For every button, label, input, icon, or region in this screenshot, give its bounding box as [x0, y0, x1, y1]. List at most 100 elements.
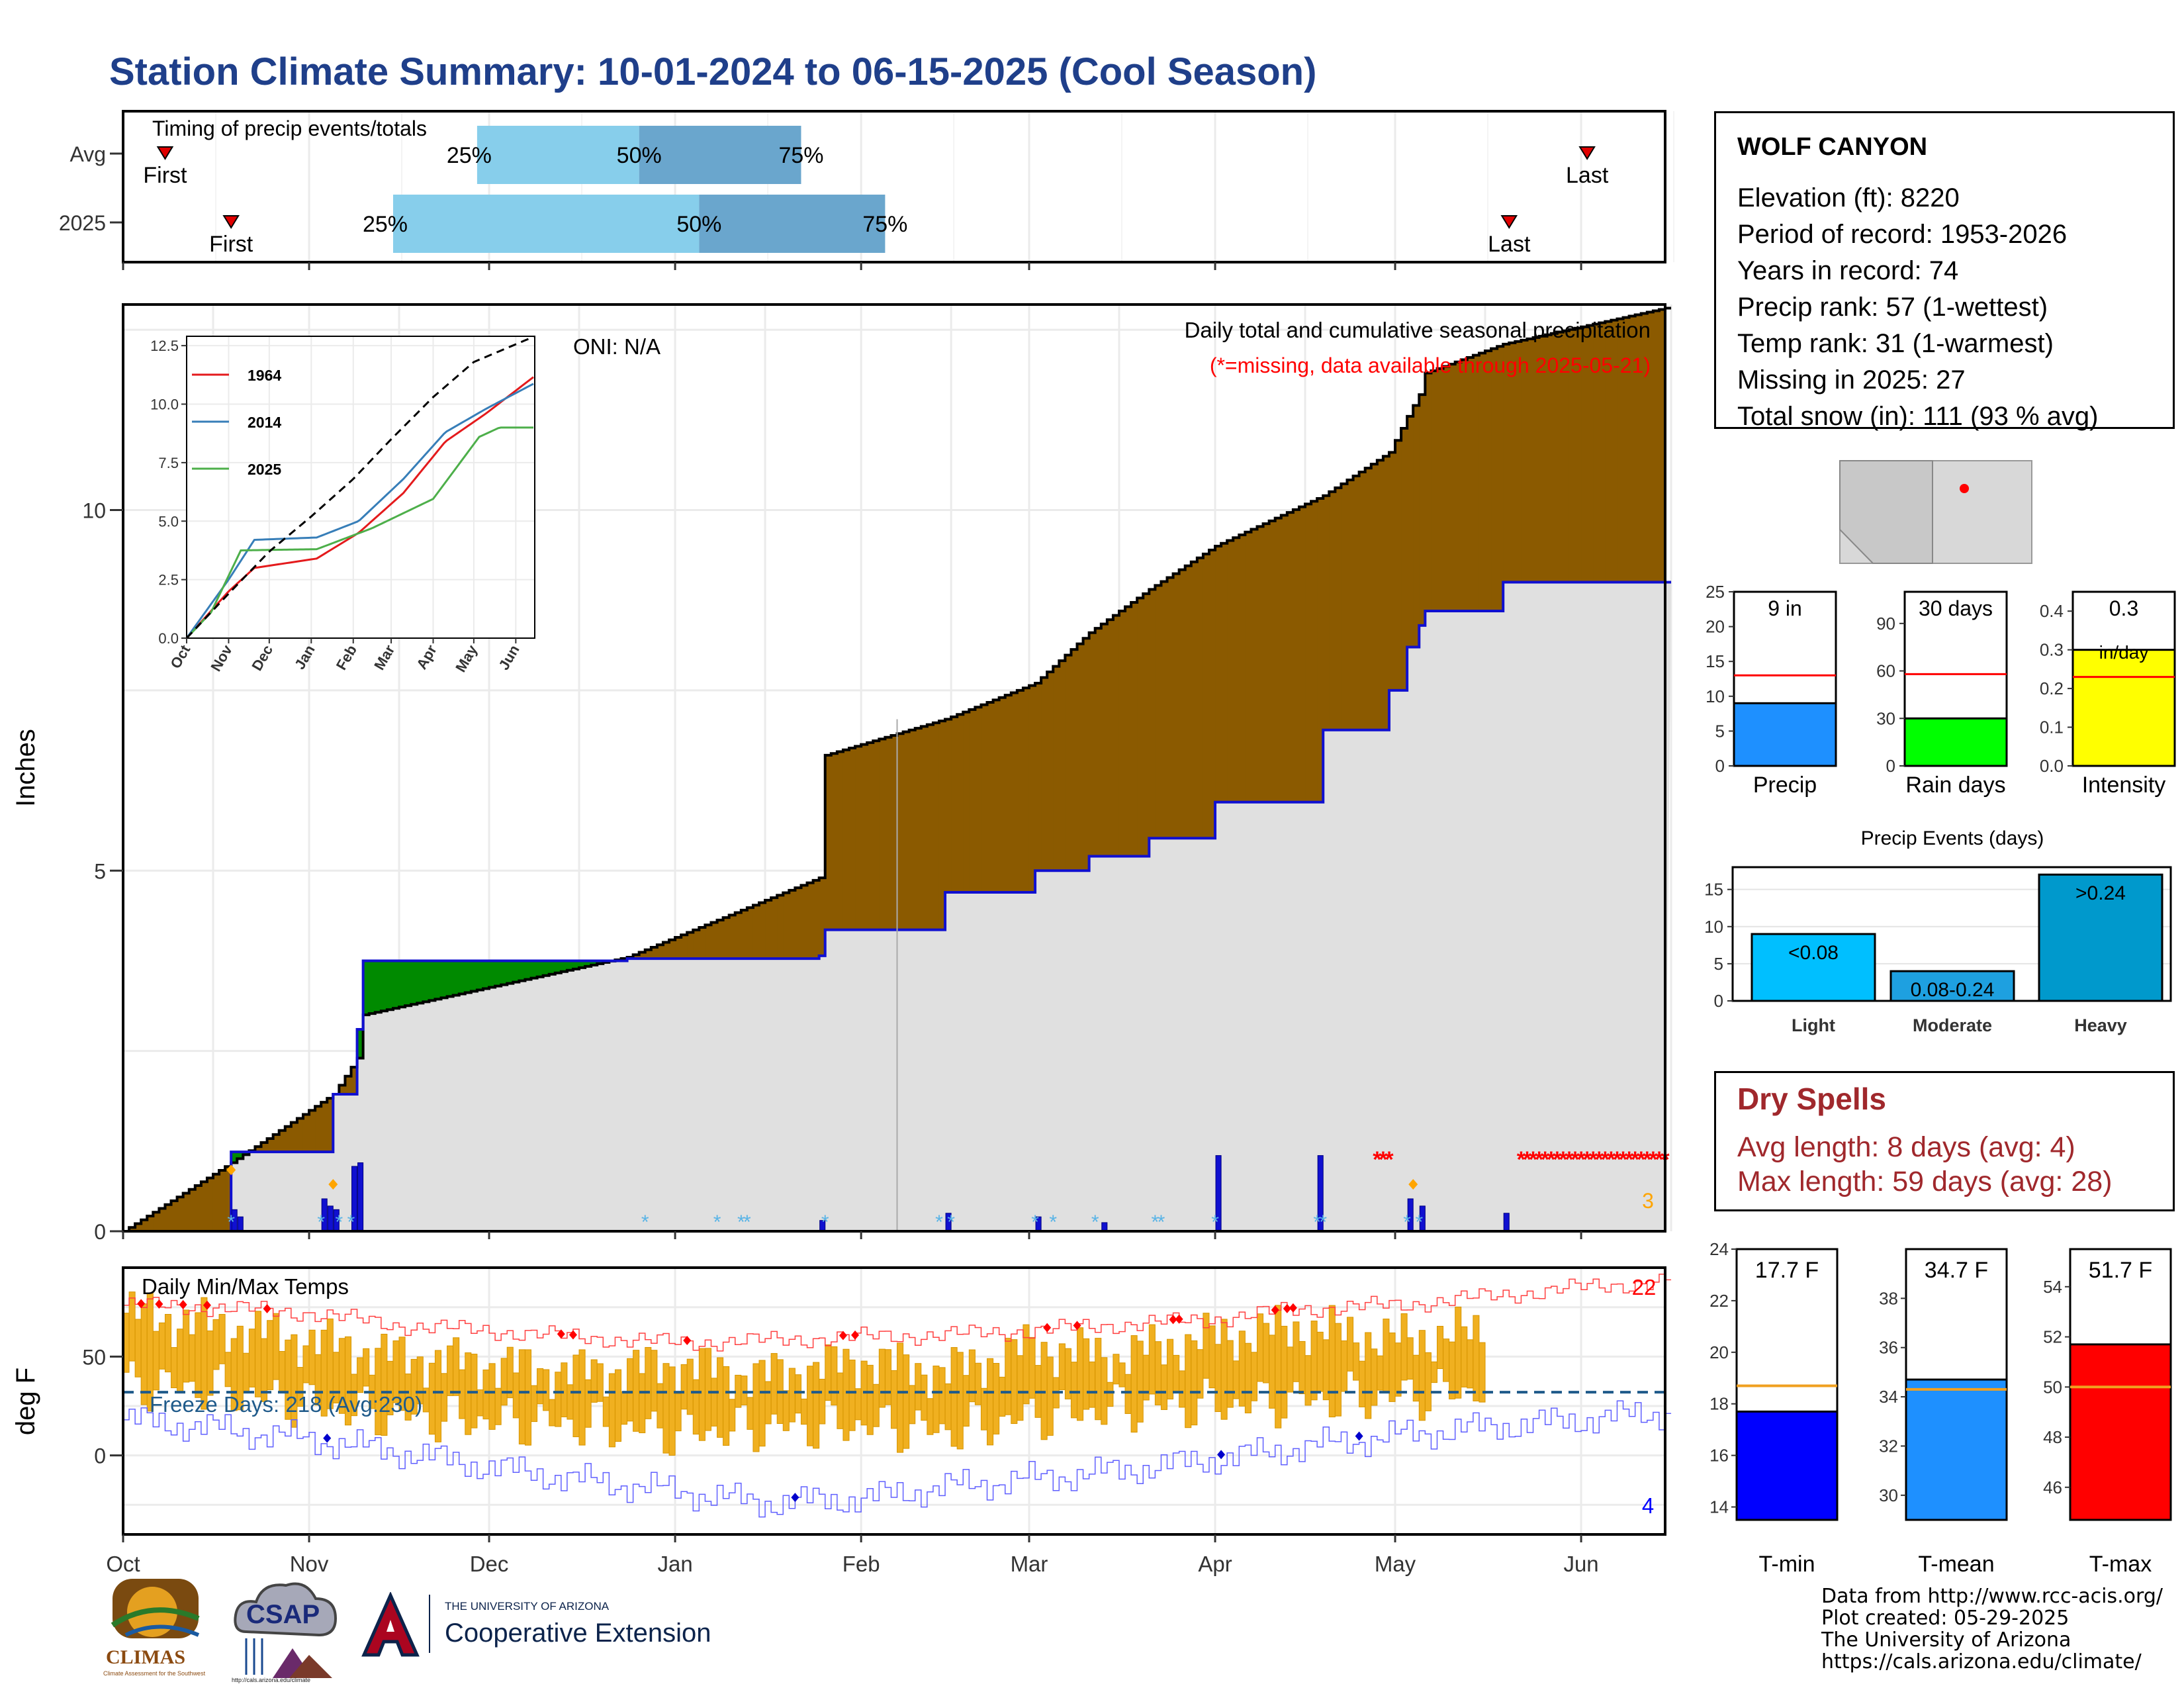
daily-temp-bar — [1412, 1354, 1420, 1402]
deficit-fill — [1551, 333, 1558, 583]
daily-temp-bar — [657, 1383, 664, 1429]
dry-spells-box: Dry Spells Avg length: 8 days (avg: 4) M… — [1714, 1071, 2175, 1211]
record-high-marker — [155, 1299, 163, 1309]
timing-bar-50-75 — [699, 195, 886, 253]
daily-temp-bar — [704, 1348, 711, 1431]
deficit-fill — [927, 724, 934, 930]
daily-temp-bar — [447, 1345, 454, 1396]
snow-marker: * — [713, 1211, 721, 1233]
deficit-fill — [999, 697, 1006, 892]
surplus-fill — [519, 961, 526, 981]
footer-line: https://cals.arizona.edu/climate/ — [1821, 1650, 2142, 1673]
daily-temp-bar — [993, 1363, 1000, 1434]
surplus-fill — [561, 961, 568, 972]
missing-data-marker: * — [1379, 1147, 1388, 1172]
deficit-fill — [1455, 361, 1462, 612]
deficit-fill — [789, 890, 796, 959]
daily-temp-bar — [1293, 1321, 1300, 1382]
snow-marker: * — [1031, 1211, 1039, 1233]
daily-temp-bar — [848, 1359, 856, 1431]
surplus-fill — [482, 961, 490, 989]
deficit-fill — [1527, 338, 1534, 583]
inset-legend-label: 2025 — [248, 461, 281, 478]
missing-data-marker: * — [1583, 1147, 1592, 1172]
deficit-fill — [1353, 476, 1360, 730]
deficit-fill — [279, 1130, 286, 1152]
daily-temp-bar — [909, 1385, 916, 1425]
deficit-fill — [1089, 632, 1096, 857]
mini-bar-tick-label: 60 — [1876, 661, 1895, 681]
deficit-fill — [1659, 309, 1666, 583]
daily-temp-bar — [980, 1387, 988, 1430]
missing-data-marker: * — [1655, 1147, 1664, 1172]
deficit-fill — [153, 1212, 159, 1231]
climas-logo-text: CLIMAS — [106, 1646, 186, 1668]
deficit-fill — [135, 1223, 142, 1231]
daily-temp-bar — [1214, 1344, 1222, 1412]
deficit-fill — [771, 898, 778, 959]
record-high-marker — [851, 1330, 860, 1340]
daily-temp-bar — [729, 1399, 736, 1432]
missing-data-marker: * — [1517, 1147, 1526, 1172]
ua-a-icon — [361, 1592, 420, 1657]
record-low-marker — [323, 1433, 332, 1443]
temp-bar-value — [2069, 1343, 2172, 1521]
mini-bar-value-unit: in/day — [2099, 642, 2149, 663]
daily-temp-bar — [1244, 1342, 1251, 1414]
missing-data-marker: * — [1643, 1147, 1652, 1172]
deficit-fill — [795, 888, 802, 959]
deficit-fill — [1041, 677, 1048, 871]
ua-logo-small-text: THE UNIVERSITY OF ARIZONA — [445, 1600, 610, 1613]
surplus-fill — [375, 961, 382, 1013]
deficit-fill — [813, 880, 820, 959]
university-of-arizona-logo: THE UNIVERSITY OF ARIZONA Cooperative Ex… — [357, 1592, 741, 1665]
deficit-fill — [1131, 602, 1138, 857]
daily-temp-bar — [1371, 1348, 1378, 1406]
deficit-fill — [351, 1067, 358, 1094]
daily-temp-bar — [1334, 1323, 1342, 1417]
deficit-fill — [1208, 549, 1216, 839]
daily-temp-bar — [735, 1374, 742, 1408]
daily-temp-bar — [1353, 1342, 1360, 1381]
deficit-fill — [957, 714, 964, 892]
deficit-fill — [206, 1178, 214, 1231]
daily-temp-bar — [1046, 1356, 1054, 1436]
deficit-fill — [327, 1098, 334, 1152]
daily-temp-bar — [1424, 1352, 1432, 1411]
deficit-fill — [1539, 336, 1546, 583]
daily-temp-bar — [279, 1350, 286, 1393]
temp-bar-tick-label: 50 — [2043, 1377, 2062, 1397]
deficit-fill — [633, 955, 640, 959]
deficit-fill — [1107, 620, 1114, 857]
deficit-fill — [987, 702, 994, 892]
daily-temp-bar — [1322, 1339, 1330, 1401]
surplus-fill — [392, 961, 400, 1009]
csap-logo-graphic — [234, 1582, 338, 1678]
deficit-fill — [662, 942, 670, 959]
deficit-fill — [867, 742, 874, 930]
mini-bar-tick-label: 0 — [1886, 756, 1895, 776]
snow-marker: * — [1211, 1211, 1219, 1233]
daily-temp-bar — [1089, 1361, 1096, 1408]
surplus-fill — [477, 961, 484, 990]
deficit-fill — [1257, 526, 1264, 802]
daily-temp-bar — [944, 1383, 952, 1430]
mini-bar-label: Intensity — [2082, 773, 2166, 798]
daily-temp-bar — [950, 1347, 958, 1447]
temp-bar-tick-label: 48 — [2043, 1427, 2062, 1447]
deficit-fill — [729, 915, 736, 959]
deficit-fill — [1053, 666, 1060, 871]
deficit-fill — [699, 927, 706, 959]
station-name: WOLF CANYON — [1737, 133, 1928, 161]
daily-temp-bar — [1167, 1338, 1174, 1400]
deficit-fill — [693, 929, 700, 959]
deficit-fill — [1118, 611, 1126, 857]
surplus-fill — [453, 961, 460, 996]
timing-p75-label: 75% — [862, 212, 907, 237]
daily-temp-bar — [788, 1368, 796, 1423]
deficit-fill — [1419, 395, 1426, 626]
daily-temp-bar — [482, 1369, 490, 1420]
deficit-fill — [752, 905, 760, 959]
deficit-fill — [915, 728, 922, 930]
daily-temp-bar — [459, 1369, 466, 1419]
